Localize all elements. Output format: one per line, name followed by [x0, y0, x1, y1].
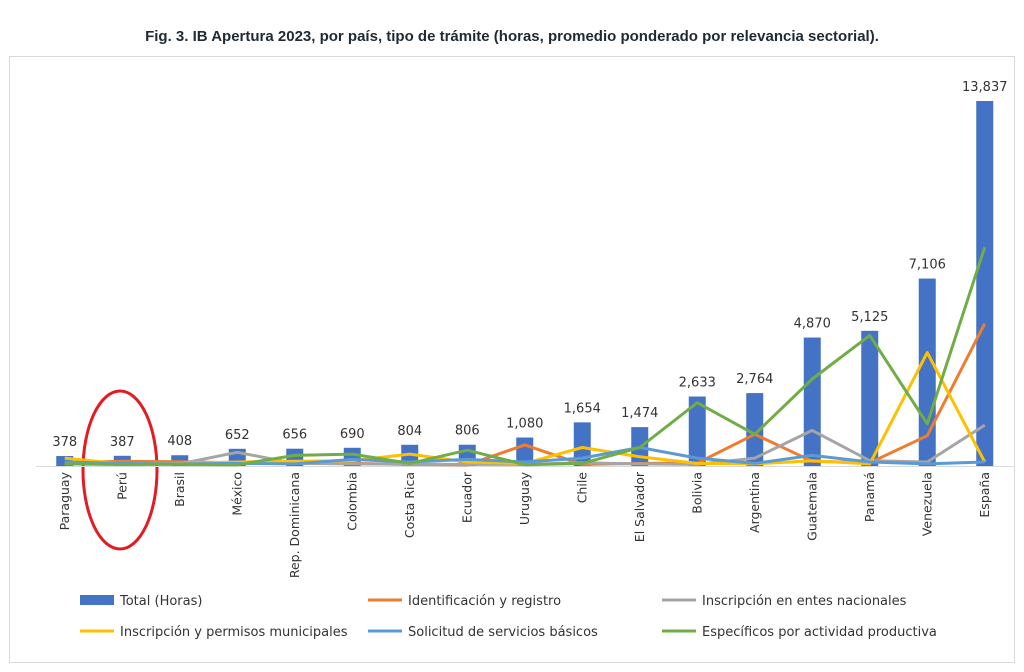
bar-value-label: 656: [282, 428, 307, 443]
bar-value-label: 2,633: [679, 376, 716, 391]
legend-label: Inscripción en entes nacionales: [702, 594, 907, 609]
bar: [56, 456, 74, 466]
category-label: Ecuador: [459, 471, 474, 523]
category-label: Venezuela: [919, 472, 934, 536]
legend-swatch: [80, 595, 114, 605]
bar-value-label: 690: [340, 427, 365, 442]
bar: [573, 422, 591, 466]
bar-value-label: 387: [110, 435, 135, 450]
bar-value-label: 13,837: [962, 80, 1008, 95]
category-label: El Salvador: [632, 471, 647, 542]
highlight-ellipse: [81, 389, 159, 551]
bar-value-label: 1,080: [506, 417, 543, 432]
legend-label: Específicos por actividad productiva: [702, 625, 937, 640]
category-label: España: [977, 472, 992, 518]
category-label: Perú: [114, 472, 129, 500]
category-label: Paraguay: [57, 471, 72, 530]
category-label: Panamá: [862, 472, 877, 522]
legend-label: Solicitud de servicios básicos: [408, 625, 598, 640]
category-label: Rep. Dominicana: [287, 472, 302, 578]
category-label: Colombia: [344, 472, 359, 531]
bar: [516, 437, 534, 466]
category-label: Chile: [574, 472, 589, 504]
legend-label: Total (Horas): [119, 594, 202, 609]
bar-value-label: 1,474: [621, 406, 658, 421]
bar-value-label: 408: [167, 434, 192, 449]
category-label: Argentina: [747, 472, 762, 533]
bar-value-label: 378: [52, 435, 77, 450]
category-label: México: [229, 472, 244, 516]
bar-value-label: 2,764: [736, 372, 773, 387]
bar-value-label: 7,106: [909, 258, 946, 273]
legend-label: Inscripción y permisos municipales: [120, 625, 348, 640]
category-label: Brasil: [172, 472, 187, 507]
series-line: [64, 246, 987, 467]
bar-value-label: 1,654: [564, 401, 601, 416]
bar: [688, 396, 706, 466]
category-label: Costa Rica: [402, 472, 417, 538]
bar: [746, 393, 764, 466]
legend-label: Identificación y registro: [408, 594, 561, 609]
category-label: Bolivia: [689, 472, 704, 514]
chart-frame: [9, 56, 1015, 663]
series-line: [64, 322, 987, 467]
category-label: Guatemala: [804, 472, 819, 541]
bar-value-label: 652: [225, 428, 250, 443]
bar-value-label: 5,125: [851, 310, 888, 325]
bar-value-label: 806: [455, 424, 480, 439]
bar: [861, 330, 879, 466]
bar-value-label: 4,870: [794, 317, 831, 332]
bar: [976, 101, 994, 466]
bar-value-label: 804: [397, 424, 422, 439]
bar: [803, 337, 821, 466]
chart-title: Fig. 3. IB Apertura 2023, por país, tipo…: [145, 28, 879, 45]
category-label: Uruguay: [517, 471, 532, 525]
